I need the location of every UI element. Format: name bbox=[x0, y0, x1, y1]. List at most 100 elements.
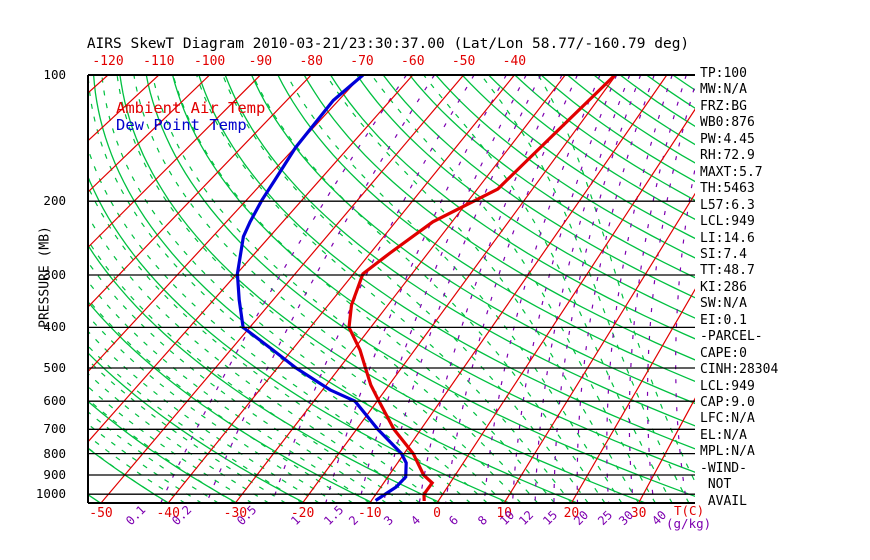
pressure-tick-label: 300 bbox=[43, 267, 66, 282]
isotherm-line bbox=[88, 75, 211, 193]
dry-adiabat-line bbox=[646, 75, 695, 109]
sounding-parameter: LI:14.6 bbox=[700, 230, 755, 246]
dry-adiabat-line bbox=[171, 75, 695, 473]
ambient-air-temp-curve bbox=[347, 75, 617, 502]
top-temperature-tick-label: -60 bbox=[401, 54, 425, 69]
dry-adiabat-line bbox=[514, 75, 695, 202]
dry-adiabat-line bbox=[567, 75, 695, 164]
mixing-ratio-line bbox=[646, 83, 695, 503]
isotherm-line bbox=[503, 192, 695, 503]
isotherm-line bbox=[100, 75, 465, 503]
mixing-ratio-line bbox=[325, 75, 507, 503]
dry-adiabat-line bbox=[224, 75, 695, 427]
moist-adiabat-line bbox=[88, 330, 320, 503]
dry-adiabat-line bbox=[145, 75, 695, 498]
moist-adiabat-line bbox=[88, 185, 438, 503]
sounding-parameter: WB0:876 bbox=[700, 115, 755, 131]
dry-adiabat-line bbox=[251, 75, 695, 405]
sounding-parameter: AVAIL bbox=[700, 493, 747, 509]
temperature-unit-label: T(C) bbox=[674, 503, 705, 518]
mixing-ratio-line bbox=[483, 75, 601, 503]
moist-adiabat-line bbox=[101, 75, 488, 503]
pressure-tick-label: 800 bbox=[43, 445, 66, 461]
moist-adiabat-line bbox=[88, 372, 270, 503]
bottom-temperature-tick-label: 20 bbox=[563, 506, 580, 521]
sounding-parameter: PW:4.45 bbox=[700, 131, 755, 147]
sounding-parameter: -WIND- bbox=[700, 460, 747, 476]
bottom-temperature-tick-label: -50 bbox=[89, 506, 113, 521]
sounding-parameter: NOT bbox=[700, 477, 732, 493]
dry-adiabat-line bbox=[435, 75, 695, 259]
bottom-temperature-tick-label: -20 bbox=[290, 506, 315, 521]
dry-adiabat-line bbox=[88, 352, 306, 503]
dry-adiabat-line bbox=[356, 75, 695, 319]
moist-adiabat-line bbox=[196, 75, 572, 503]
moist-adiabat-line bbox=[172, 75, 556, 503]
top-temperature-tick-label: -50 bbox=[451, 54, 476, 69]
mixing-ratio-unit-label: (g/kg) bbox=[666, 516, 712, 531]
sounding-parameter: KI:286 bbox=[700, 279, 747, 295]
moist-adiabat-line bbox=[88, 345, 303, 503]
sounding-parameter: FRZ:BG bbox=[700, 98, 747, 114]
sounding-parameter: MAXT:5.7 bbox=[700, 164, 763, 180]
moist-adiabat-line bbox=[537, 75, 695, 484]
dry-adiabat-line bbox=[382, 75, 695, 299]
mixing-ratio-line bbox=[511, 75, 618, 503]
bottom-temperature-tick-label: 30 bbox=[630, 506, 647, 521]
moist-adiabat-line bbox=[88, 398, 236, 503]
sounding-parameter: L57:6.3 bbox=[700, 197, 755, 213]
sounding-parameter: MW:N/A bbox=[700, 82, 747, 98]
dry-adiabat-line bbox=[488, 75, 695, 220]
mixing-ratio-line bbox=[553, 75, 642, 503]
moist-adiabat-line bbox=[222, 75, 589, 503]
moist-adiabat-line bbox=[88, 298, 354, 503]
sounding-parameter: -PARCEL- bbox=[700, 329, 763, 345]
moist-adiabat-line bbox=[88, 239, 404, 503]
mixing-ratio-line bbox=[606, 75, 673, 503]
moist-adiabat-line bbox=[286, 75, 623, 503]
sounding-parameter: TP:100 bbox=[700, 66, 747, 81]
dry-adiabat-line bbox=[330, 75, 695, 340]
top-temperature-tick-label: -40 bbox=[502, 54, 527, 69]
sounding-parameter: LFC:N/A bbox=[700, 411, 755, 427]
moist-adiabat-line bbox=[371, 75, 656, 503]
sounding-parameter: CAPE:0 bbox=[700, 345, 747, 361]
top-temperature-tick-label: -100 bbox=[193, 54, 226, 69]
isotherm-line bbox=[88, 75, 109, 94]
pressure-tick-label: 700 bbox=[43, 421, 66, 437]
sounding-parameter: LCL:949 bbox=[700, 214, 755, 230]
dry-adiabat-line bbox=[88, 244, 442, 503]
top-temperature-tick-label: -90 bbox=[248, 54, 273, 69]
pressure-tick-label: 500 bbox=[43, 360, 66, 375]
dry-adiabat-line bbox=[303, 75, 695, 361]
pressure-tick-label: 200 bbox=[43, 193, 66, 209]
sounding-parameter: TH:5463 bbox=[700, 181, 755, 197]
mixing-ratio-line bbox=[576, 75, 655, 503]
sounding-parameter: RH:72.9 bbox=[700, 148, 755, 164]
moist-adiabat-line bbox=[88, 261, 387, 503]
isotherm-line bbox=[167, 75, 515, 503]
isotherm-line bbox=[234, 75, 566, 503]
pressure-tick-label: 100 bbox=[43, 67, 66, 82]
isotherm-line bbox=[88, 75, 414, 443]
top-temperature-tick-label: -70 bbox=[350, 54, 374, 69]
moist-adiabat-line bbox=[480, 75, 690, 503]
isotherm-line bbox=[88, 75, 312, 308]
mixing-ratio-line bbox=[160, 75, 407, 503]
top-temperature-tick-label: -120 bbox=[92, 54, 124, 69]
moist-adiabat-line bbox=[88, 214, 421, 503]
sounding-parameter: SI:7.4 bbox=[700, 246, 747, 262]
dry-adiabat-line bbox=[409, 75, 695, 279]
sounding-parameter: EL:N/A bbox=[700, 427, 747, 443]
pressure-tick-label: 600 bbox=[43, 393, 66, 409]
moist-adiabat-line bbox=[116, 75, 505, 503]
sounding-parameter: CINH:28304 bbox=[700, 362, 779, 378]
isotherm-line bbox=[88, 75, 261, 249]
bottom-temperature-tick-label: -40 bbox=[156, 506, 180, 521]
moist-adiabat-line bbox=[423, 75, 673, 503]
dry-adiabat-line bbox=[277, 75, 695, 383]
pressure-tick-label: 1000 bbox=[35, 486, 66, 502]
bottom-temperature-tick-label: 0 bbox=[433, 506, 441, 521]
mixing-ratio-line bbox=[418, 75, 563, 503]
isotherm-line bbox=[638, 397, 695, 503]
